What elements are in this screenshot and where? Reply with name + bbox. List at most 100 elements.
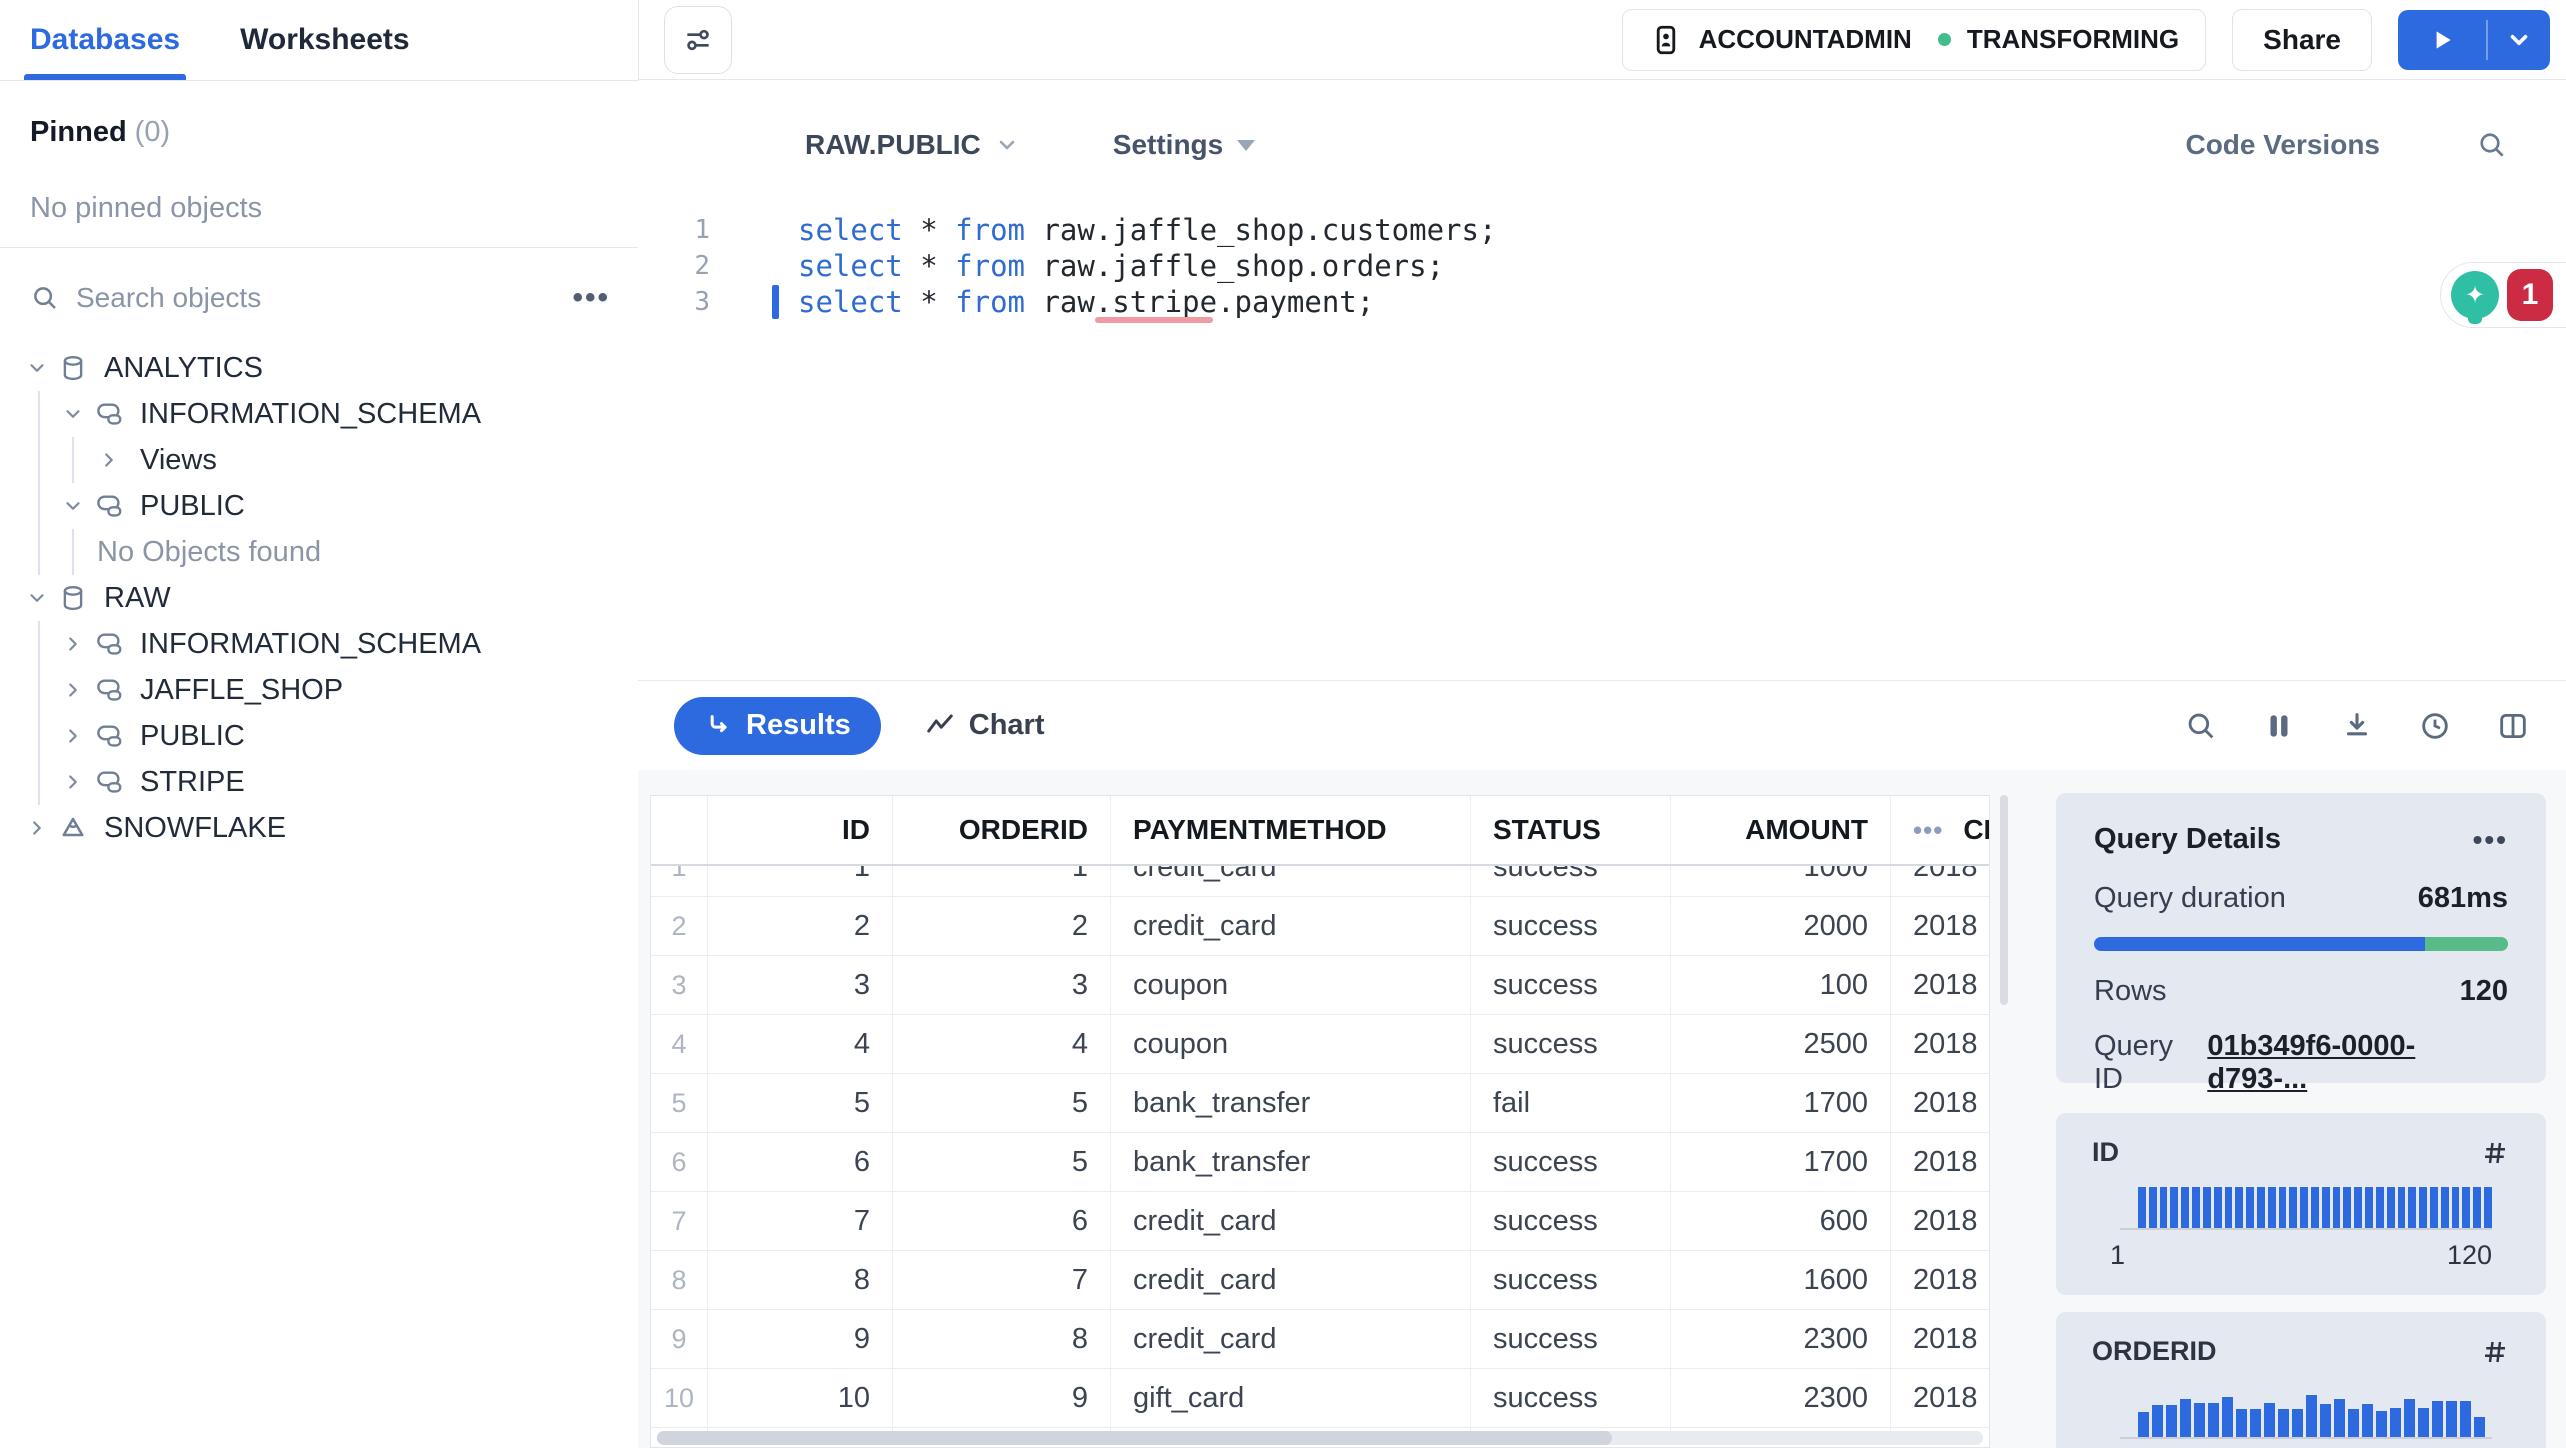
history-clock-icon[interactable]: [2418, 709, 2452, 743]
table-row[interactable]: 5 5 5 bank_transfer fail 1700 2018: [651, 1074, 1989, 1133]
tree-item-snowflake[interactable]: SNOWFLAKE: [0, 805, 638, 851]
chevron-down-icon[interactable]: [58, 495, 88, 517]
table-row[interactable]: 9 9 8 credit_card success 2300 2018: [651, 1310, 1989, 1369]
results-search-icon[interactable]: [2184, 709, 2218, 743]
code-area[interactable]: 1 select * from raw.jaffle_shop.customer…: [638, 212, 2566, 502]
chevron-down-icon[interactable]: [22, 357, 52, 379]
header-rownum: [651, 796, 708, 864]
id-column-panel[interactable]: ID 1 120: [2056, 1113, 2546, 1295]
active-statement-bar: [772, 285, 779, 319]
copilot-suggestion-pill[interactable]: ✦ 1: [2440, 262, 2566, 328]
worksheet-config-button[interactable]: [664, 5, 732, 74]
database-tree: ANALYTICS INFORMATION_SCHEMA Views: [0, 345, 638, 851]
header-status[interactable]: STATUS: [1471, 796, 1671, 864]
table-row[interactable]: 2 2 2 credit_card success 2000 2018: [651, 897, 1989, 956]
context-selector-button[interactable]: ACCOUNTADMIN TRANSFORMING: [1621, 8, 2207, 71]
top-toolbar: ACCOUNTADMIN TRANSFORMING Share: [638, 0, 2566, 80]
results-toolbar: Results Chart: [638, 680, 2566, 770]
tree-item-analytics[interactable]: ANALYTICS: [0, 345, 638, 391]
code-line-1[interactable]: 1 select * from raw.jaffle_shop.customer…: [638, 212, 2566, 248]
run-button[interactable]: [2398, 10, 2486, 70]
run-options-button[interactable]: [2488, 10, 2550, 70]
line-number: 3: [694, 287, 710, 317]
columns-icon[interactable]: [2262, 709, 2296, 743]
query-id-link[interactable]: 01b349f6-0000-d793-...: [2207, 1030, 2416, 1095]
database-schema-selector[interactable]: RAW.PUBLIC: [805, 129, 1019, 161]
horizontal-scrollbar-thumb[interactable]: [657, 1431, 1612, 1445]
tree-item-raw-information-schema[interactable]: INFORMATION_SCHEMA: [0, 621, 638, 667]
tab-worksheets[interactable]: Worksheets: [240, 23, 410, 56]
id-min: 1: [2110, 1240, 2126, 1270]
chevron-right-icon[interactable]: [94, 449, 124, 471]
code-text: select * from raw.stripe.payment;: [798, 285, 1375, 319]
header-orderid[interactable]: ORDERID: [893, 796, 1111, 864]
chevron-right-icon[interactable]: [58, 771, 88, 793]
table-row[interactable]: [651, 1428, 1989, 1433]
tree-item-public[interactable]: PUBLIC: [0, 483, 638, 529]
tab-results[interactable]: Results: [674, 696, 881, 755]
tree-item-label: INFORMATION_SCHEMA: [140, 397, 482, 430]
object-search[interactable]: Search objects •••: [0, 270, 638, 326]
table-row[interactable]: 6 6 5 bank_transfer success 1700 2018: [651, 1133, 1989, 1192]
results-section: Results Chart: [638, 680, 2566, 1448]
query-details-panel: Query Details ••• Query duration 681ms R…: [2056, 793, 2546, 1095]
editor-search-icon[interactable]: [2476, 129, 2508, 161]
vertical-scrollbar-thumb[interactable]: [2000, 795, 2008, 1005]
results-arrow-icon: [704, 712, 732, 740]
table-row[interactable]: 7 7 6 credit_card success 600 2018: [651, 1192, 1989, 1251]
table-row[interactable]: 1 1 1 credit_card success 1000 2018: [651, 866, 1989, 897]
code-versions-link[interactable]: Code Versions: [2185, 129, 2380, 160]
table-body[interactable]: 1 1 1 credit_card success 1000 2018 2 2 2 credit_…: [651, 866, 1989, 1433]
table-row[interactable]: 4 4 4 coupon success 2500 2018: [651, 1015, 1989, 1074]
chevron-right-icon[interactable]: [22, 817, 52, 839]
tree-item-raw[interactable]: RAW: [0, 575, 638, 621]
more-options-icon[interactable]: •••: [572, 281, 610, 314]
table-row[interactable]: 8 8 7 credit_card success 1600 2018: [651, 1251, 1989, 1310]
column-menu-icon[interactable]: •••: [1913, 814, 1944, 845]
chevron-right-icon[interactable]: [58, 679, 88, 701]
download-icon[interactable]: [2340, 709, 2374, 743]
chevron-down-icon[interactable]: [58, 403, 88, 425]
main-area: ACCOUNTADMIN TRANSFORMING Share: [638, 0, 2566, 1448]
header-id[interactable]: ID: [708, 796, 893, 864]
header-amount[interactable]: AMOUNT: [1671, 796, 1891, 864]
chevron-down-icon: [2506, 27, 2532, 53]
run-divider: [2486, 19, 2488, 60]
results-tab-label: Results: [746, 709, 851, 741]
table-header: ID ORDERID PAYMENTMETHOD STATUS AMOUNT •…: [651, 796, 1989, 866]
sidebar: Databases Worksheets Pinned (0) No pinned…: [0, 0, 639, 1448]
share-button[interactable]: Share: [2232, 8, 2372, 71]
query-details-menu-icon[interactable]: •••: [2472, 823, 2508, 855]
vertical-scrollbar[interactable]: [2000, 795, 2008, 1425]
tree-item-information-schema[interactable]: INFORMATION_SCHEMA: [0, 391, 638, 437]
header-paymentmethod[interactable]: PAYMENTMETHOD: [1111, 796, 1471, 864]
tree-item-jaffle-shop[interactable]: JAFFLE_SHOP: [0, 667, 638, 713]
tree-item-raw-public[interactable]: PUBLIC: [0, 713, 638, 759]
chevron-right-icon[interactable]: [58, 633, 88, 655]
tab-databases[interactable]: Databases: [23, 0, 187, 80]
code-text: select * from raw.jaffle_shop.orders;: [798, 249, 1445, 283]
tree-item-stripe[interactable]: STRIPE: [0, 759, 638, 805]
id-range-labels: 1 120: [2110, 1240, 2492, 1271]
code-line-3[interactable]: 3 select * from raw.stripe.payment;: [638, 284, 2566, 320]
split-panel-icon[interactable]: [2496, 709, 2530, 743]
header-created[interactable]: ••• CI: [1913, 814, 1989, 845]
code-line-2[interactable]: 2 select * from raw.jaffle_shop.orders;: [638, 248, 2566, 284]
tree-item-label: INFORMATION_SCHEMA: [140, 627, 482, 660]
code-text: select * from raw.jaffle_shop.customers;: [798, 213, 1497, 247]
tree-empty-message: No Objects found: [97, 535, 322, 568]
orderid-column-panel[interactable]: ORDERID: [2056, 1312, 2546, 1448]
settings-dropdown[interactable]: Settings: [1113, 129, 1256, 161]
chevron-right-icon[interactable]: [58, 725, 88, 747]
chevron-down-icon[interactable]: [22, 587, 52, 609]
sidebar-divider: [0, 247, 638, 248]
table-row[interactable]: 3 3 3 coupon success 100 2018: [651, 956, 1989, 1015]
snowflake-db-icon: [58, 813, 88, 843]
horizontal-scrollbar[interactable]: [657, 1431, 1983, 1445]
tab-chart[interactable]: Chart: [925, 709, 1045, 742]
tree-item-views[interactable]: Views: [0, 437, 638, 483]
table-row[interactable]: 10 10 9 gift_card success 2300 2018: [651, 1369, 1989, 1428]
sql-editor[interactable]: RAW.PUBLIC Settings Code Versions 1 se: [638, 81, 2566, 680]
query-duration-value: 681ms: [2417, 882, 2508, 914]
notification-badge: 1: [2507, 269, 2553, 321]
